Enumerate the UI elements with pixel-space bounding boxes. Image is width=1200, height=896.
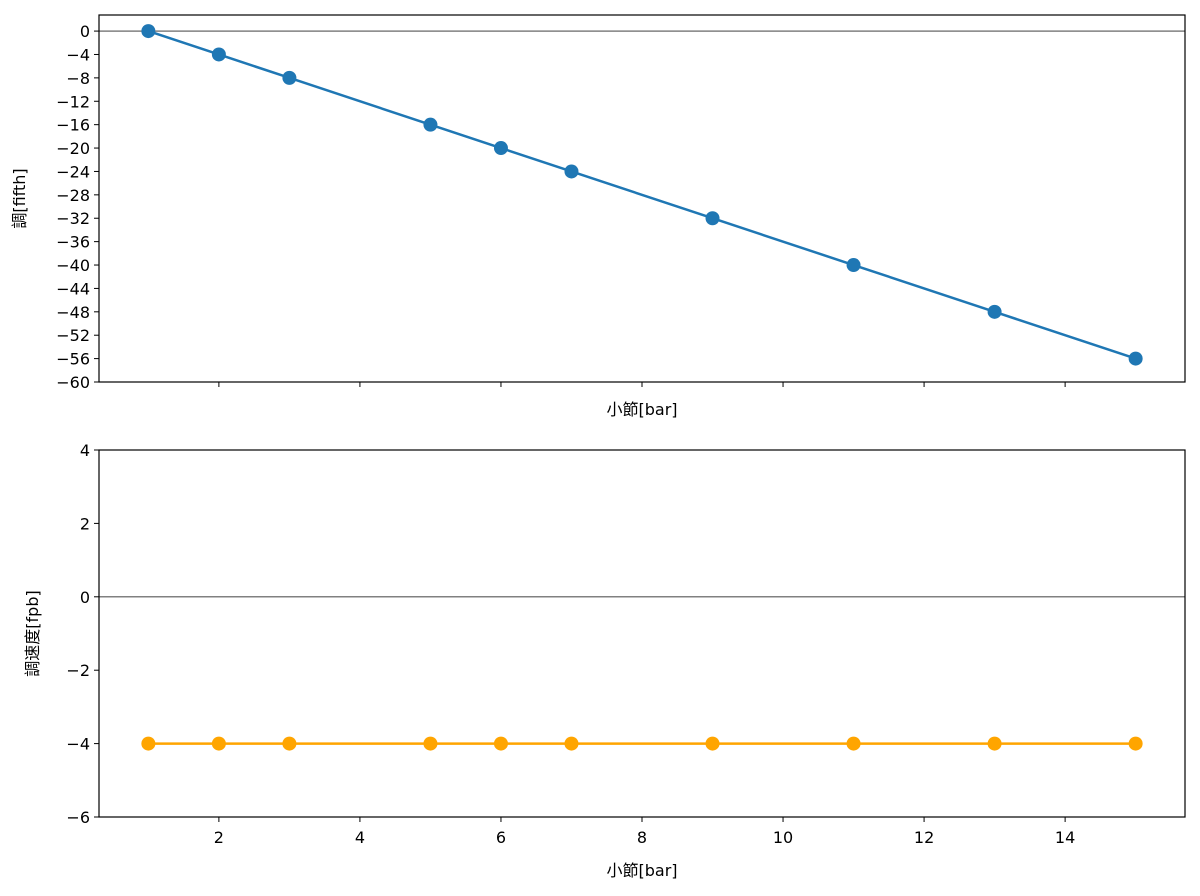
data-point (846, 258, 861, 273)
data-point (211, 47, 226, 62)
y-tick-label: −24 (56, 162, 90, 181)
y-tick-label: −28 (56, 186, 90, 205)
x-tick-label: 4 (355, 828, 365, 847)
data-point (987, 736, 1002, 751)
axes-frame (98, 449, 1186, 818)
data-point (493, 141, 508, 156)
y-tick-label: −16 (56, 116, 90, 135)
data-point (705, 736, 720, 751)
y-tick-label: 4 (80, 441, 90, 460)
y-tick-label: −2 (66, 661, 90, 680)
data-point (1128, 736, 1143, 751)
x-tick-label: 6 (496, 828, 506, 847)
x-tick-label: 14 (1055, 828, 1075, 847)
data-point (141, 24, 156, 39)
y-tick-label: −52 (56, 326, 90, 345)
data-point (493, 736, 508, 751)
y-tick-label: −8 (66, 69, 90, 88)
x-axis-label: 小節[bar] (606, 861, 677, 880)
data-point (846, 736, 861, 751)
data-point (564, 736, 579, 751)
x-tick-label: 10 (773, 828, 793, 847)
axes-frame (98, 14, 1186, 383)
y-tick-label: −44 (56, 279, 90, 298)
y-tick-label: −12 (56, 92, 90, 111)
y-tick-label: −4 (66, 735, 90, 754)
y-tick-label: −48 (56, 303, 90, 322)
y-tick-label: −60 (56, 373, 90, 392)
y-tick-label: −20 (56, 139, 90, 158)
y-tick-label: 0 (80, 22, 90, 41)
y-tick-label: −36 (56, 233, 90, 252)
data-line (147, 29, 1137, 360)
y-tick-label: 0 (80, 588, 90, 607)
data-point (1128, 351, 1143, 366)
x-tick-label: 2 (214, 828, 224, 847)
y-tick-label: −6 (66, 808, 90, 827)
data-point (564, 164, 579, 179)
data-point (423, 117, 438, 132)
y-tick-label: −32 (56, 209, 90, 228)
x-tick-label: 12 (914, 828, 934, 847)
x-tick-label: 8 (637, 828, 647, 847)
y-tick-label: −4 (66, 45, 90, 64)
data-point (423, 736, 438, 751)
y-tick-label: 2 (80, 514, 90, 533)
y-axis-label: 調[fifth] (10, 168, 29, 228)
data-point (282, 736, 297, 751)
data-point (705, 211, 720, 226)
data-point (282, 70, 297, 85)
y-tick-label: −56 (56, 350, 90, 369)
y-tick-label: −40 (56, 256, 90, 275)
data-point (987, 304, 1002, 319)
x-axis-label: 小節[bar] (606, 400, 677, 419)
y-axis-label: 調速度[fpb] (23, 590, 42, 676)
data-point (141, 736, 156, 751)
data-point (211, 736, 226, 751)
